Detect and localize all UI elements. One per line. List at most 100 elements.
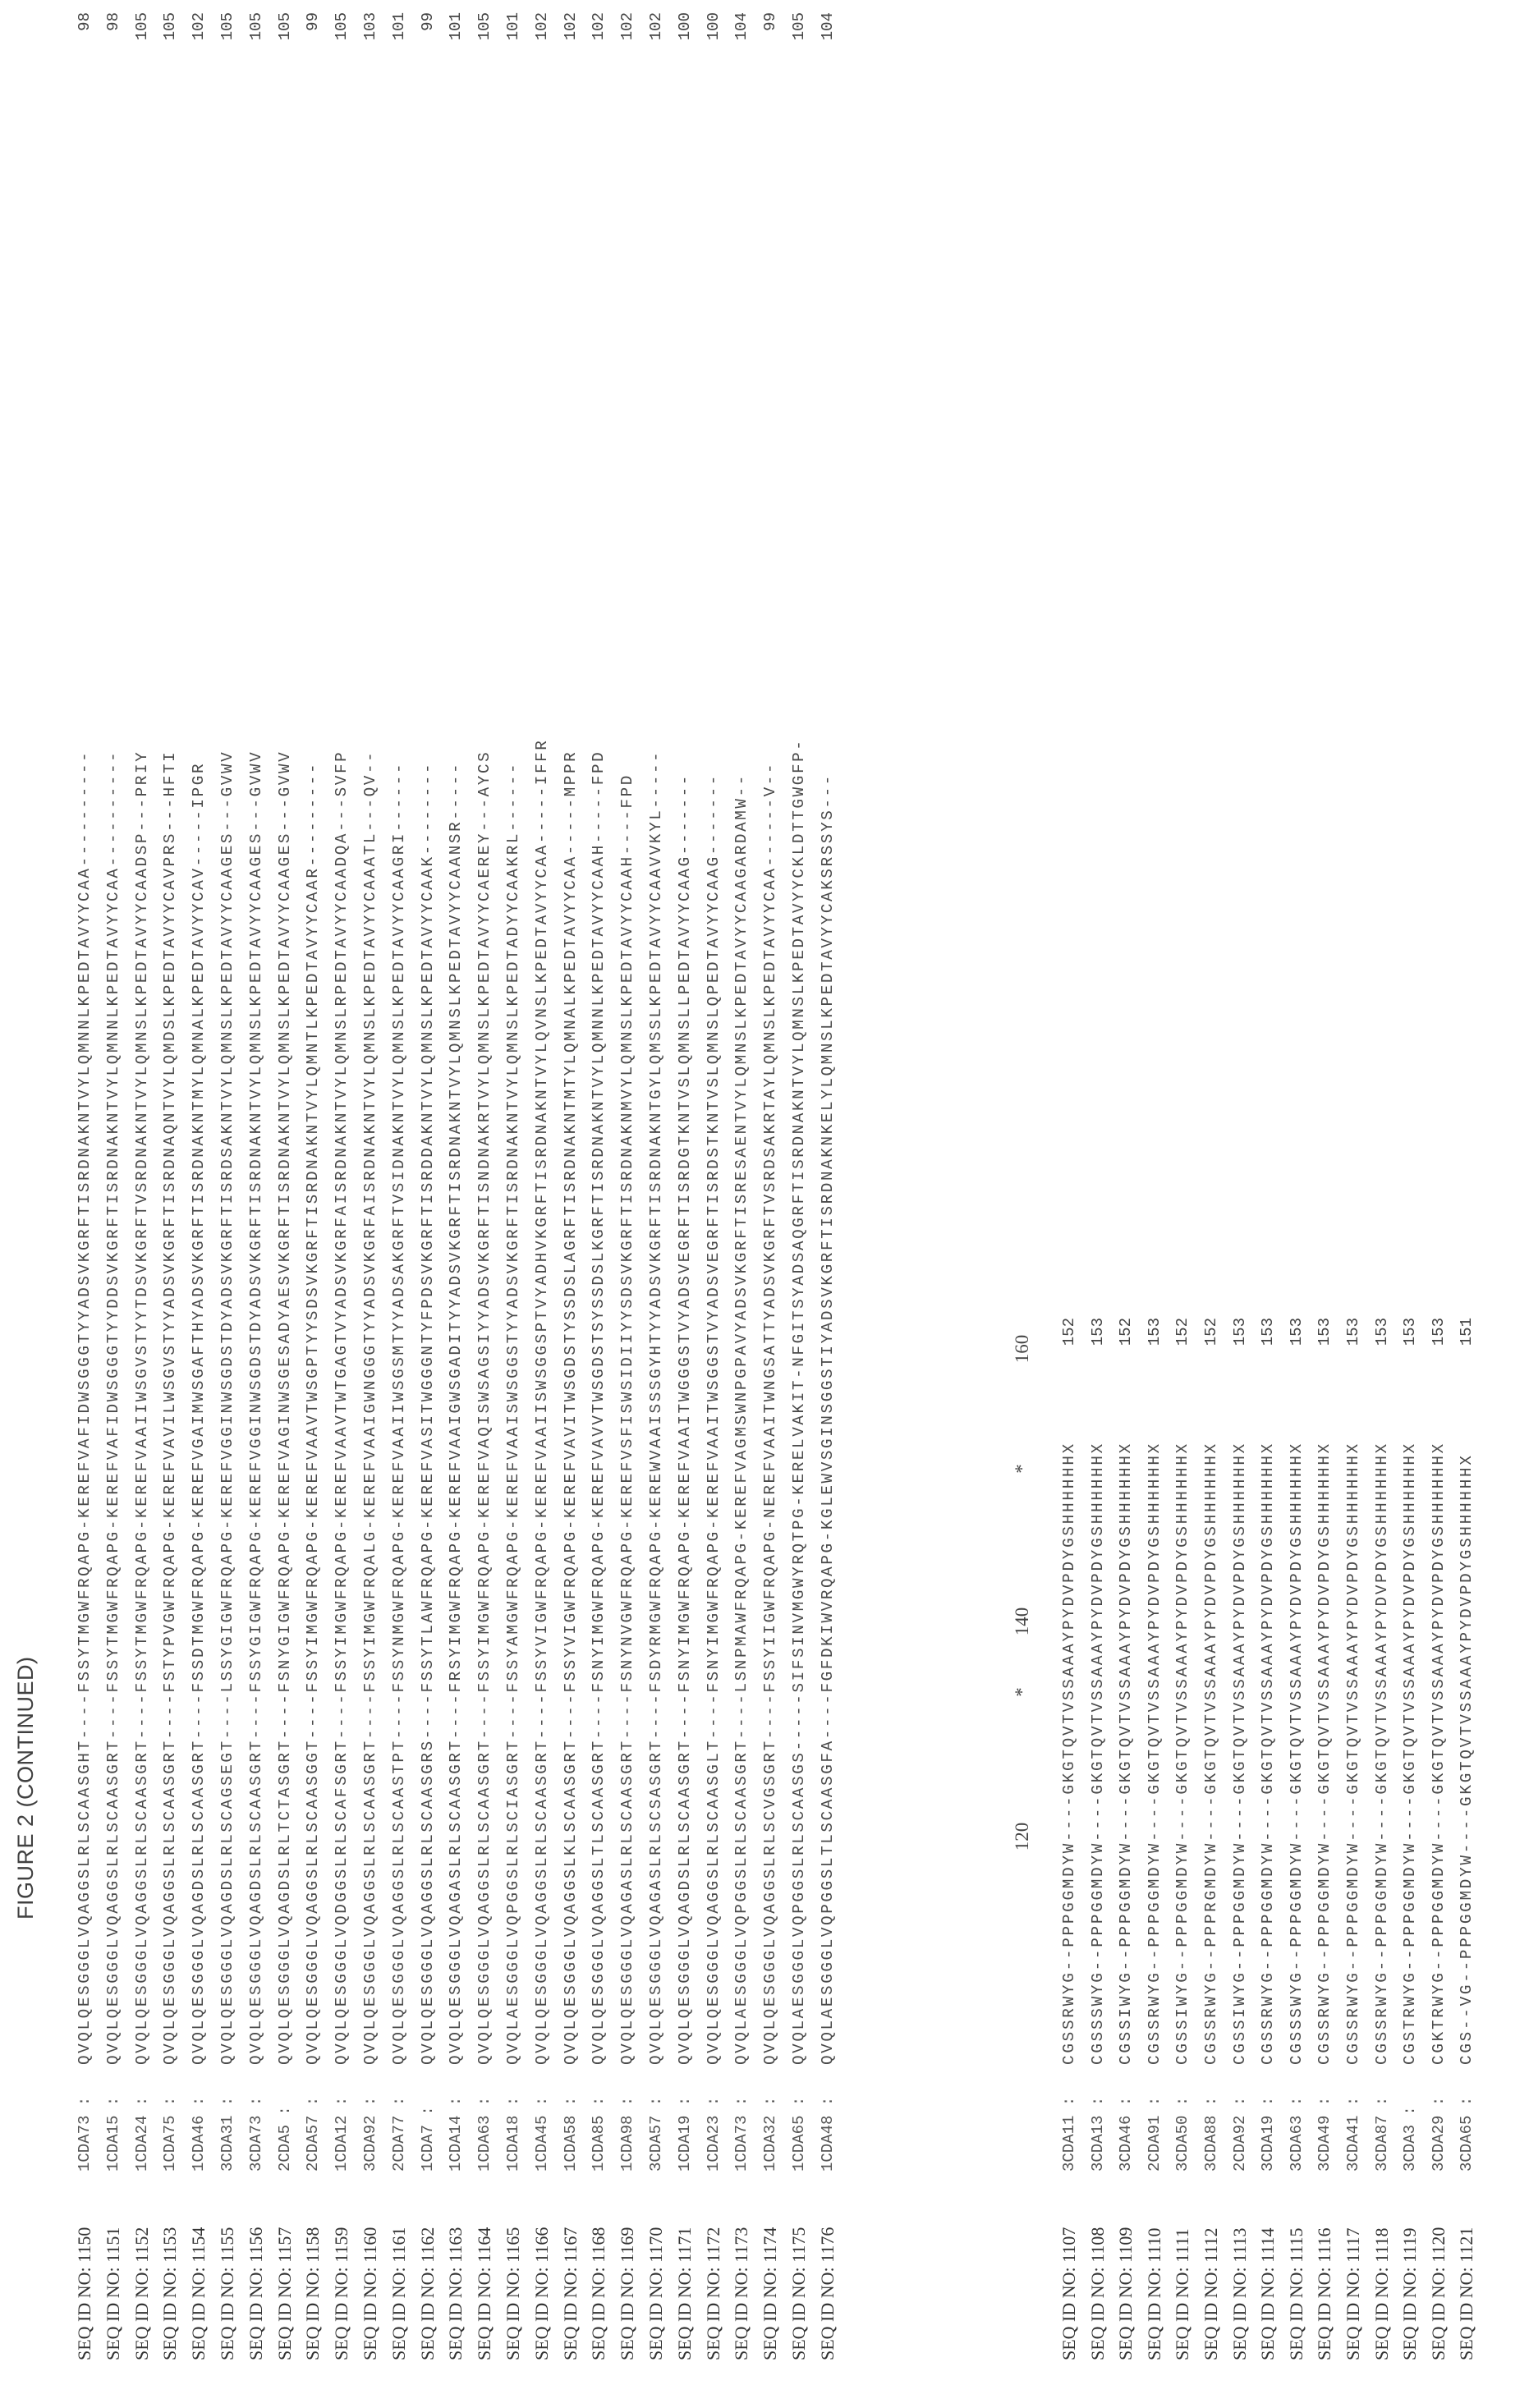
sequence-length: 100 <box>704 12 723 41</box>
seq-id-label: SEQ ID NO: 1168 <box>588 2227 609 2360</box>
clone-name: 3CDA92 : <box>360 2096 379 2172</box>
sequence-length: 100 <box>675 12 694 41</box>
seq-id-label: SEQ ID NO: 1116 <box>1314 2227 1335 2360</box>
seq-id-label: SEQ ID NO: 1176 <box>816 2227 838 2360</box>
seq-id-label: SEQ ID NO: 1107 <box>1058 2227 1079 2360</box>
seq-id-label: SEQ ID NO: 1115 <box>1285 2227 1306 2360</box>
clone-name: 1CDA73 : <box>732 2096 751 2172</box>
seq-id-label: SEQ ID NO: 1167 <box>559 2227 581 2360</box>
clone-name: 1CDA14 : <box>447 2096 466 2172</box>
sequence-text: CGSSIWYG--PPPGGMDYW----GKGTQVTVSSAAAYPYD… <box>1173 1442 1192 2065</box>
sequence-length: 152 <box>1201 1318 1220 1346</box>
clone-name: 3CDA50 : <box>1173 2096 1192 2172</box>
sequence-text: CGSSRWYG--PPPGGMDYW----GKGTQVTVSSAAAYPYD… <box>1372 1442 1391 2065</box>
clone-name: 1CDA73 : <box>76 2096 94 2172</box>
clone-name: 1CDA7 : <box>418 2106 437 2172</box>
sequence-length: 153 <box>1343 1318 1362 1346</box>
sequence-text: QVQLQESGGGLVQAGDSLRLSCAASGRT----FSSDTMGW… <box>190 761 209 2065</box>
clone-name: 1CDA19 : <box>675 2096 694 2172</box>
sequence-text: QVQLQESGGGLVQAGGSLRLSCAASGLT----FSNYIMGW… <box>704 773 723 2065</box>
sequence-length: 105 <box>218 12 236 41</box>
seq-id-label: SEQ ID NO: 1165 <box>502 2227 523 2360</box>
sequence-text: QVQLQESGGGLVQAGASLRLSCAASGRT----FRSYIMGW… <box>447 761 466 2065</box>
seq-id-label: SEQ ID NO: 1163 <box>445 2227 466 2360</box>
clone-name: 1CDA24 : <box>132 2096 151 2172</box>
sequence-text: CGSSRWYG--PPPRGMDYW----GKGTQVTVSSAAAYPYD… <box>1201 1442 1220 2065</box>
sequence-length: 99 <box>761 12 780 31</box>
seq-id-label: SEQ ID NO: 1108 <box>1086 2227 1108 2360</box>
clone-name: 1CDA45 : <box>532 2096 551 2172</box>
clone-name: 2CDA91 : <box>1145 2096 1164 2172</box>
sequence-length: 102 <box>618 12 637 41</box>
sequence-length: 151 <box>1458 1318 1476 1346</box>
sequence-length: 153 <box>1315 1318 1334 1346</box>
seq-id-label: SEQ ID NO: 1111 <box>1172 2228 1193 2360</box>
seq-id-label: SEQ ID NO: 1150 <box>74 2227 94 2360</box>
seq-id-label: SEQ ID NO: 1112 <box>1200 2227 1221 2360</box>
seq-id-label: SEQ ID NO: 1117 <box>1342 2227 1363 2360</box>
sequence-text: QVQLQESGGGLVQAGDSLRLSCAASGRT----FSSYGIGW… <box>246 750 265 2065</box>
sequence-length: 102 <box>190 12 209 41</box>
sequence-length: 153 <box>1145 1318 1164 1346</box>
clone-name: 3CDA73 : <box>246 2096 265 2172</box>
sequence-length: 98 <box>76 12 94 31</box>
figure-title: FIGURE 2 (CONTINUED) <box>13 1656 38 1920</box>
sequence-length: 105 <box>161 12 180 41</box>
sequence-length: 153 <box>1088 1318 1107 1346</box>
seq-id-label: SEQ ID NO: 1158 <box>302 2227 324 2360</box>
sequence-length: 102 <box>646 12 665 41</box>
clone-name: 3CDA57 : <box>646 2096 665 2172</box>
sequence-length: 103 <box>360 12 379 41</box>
sequence-text: CGSSRWYG--PPPGGMDYW----GKGTQVTVSSAAAYPYD… <box>1259 1442 1278 2065</box>
seq-id-label: SEQ ID NO: 1119 <box>1399 2227 1421 2360</box>
clone-name: 1CDA48 : <box>818 2096 837 2172</box>
sequence-length: 105 <box>333 12 351 41</box>
ruler-label: 120 <box>1012 1822 1032 1851</box>
sequence-text: QVQLQESGGGLVQAGGSLRLSCAASGRT----FSTYPVGW… <box>161 750 180 2065</box>
sequence-text: QVQLQESGGGLVQAGGSLRLSCAASGRS----FSSYTLAW… <box>418 761 437 2065</box>
sequence-text: QVQLQESGGGLVQAGGSLRLSCAASGGT----FSSYIMGW… <box>304 761 323 2065</box>
sequence-text: QVQLQESGGGLVQAGGSLRLSCAASTPT----FSSYNMGW… <box>389 761 408 2065</box>
clone-name: 3CDA13 : <box>1088 2096 1107 2172</box>
sequence-length: 153 <box>1287 1318 1306 1346</box>
ruler-label: 140 <box>1012 1607 1032 1636</box>
seq-id-label: SEQ ID NO: 1120 <box>1427 2227 1449 2360</box>
clone-name: 3CDA3 : <box>1401 2106 1420 2172</box>
sequence-length: 105 <box>132 12 151 41</box>
clone-name: 3CDA41 : <box>1343 2096 1362 2172</box>
sequence-length: 98 <box>103 12 122 31</box>
sequence-length: 101 <box>389 12 408 41</box>
sequence-text: QVQLQESGGGLVQAGDSLRLSCAGSEGT----LSSYGIGW… <box>218 750 236 2065</box>
seq-id-label: SEQ ID NO: 1170 <box>645 2227 666 2360</box>
seq-id-label: SEQ ID NO: 1114 <box>1257 2227 1279 2360</box>
sequence-length: 102 <box>590 12 608 41</box>
seq-id-label: SEQ ID NO: 1152 <box>131 2227 152 2360</box>
clone-name: 3CDA46 : <box>1117 2096 1136 2172</box>
sequence-length: 99 <box>418 12 437 31</box>
seq-id-label: SEQ ID NO: 1171 <box>673 2227 695 2360</box>
clone-name: 3CDA29 : <box>1429 2096 1448 2172</box>
seq-id-label: SEQ ID NO: 1155 <box>216 2227 237 2360</box>
clone-name: 3CDA11 : <box>1060 2096 1078 2172</box>
seq-id-label: SEQ ID NO: 1160 <box>359 2227 380 2360</box>
sequence-text: QVQLAESGGGLVQPGGSLRLSCIASGRT----FSSYAMGW… <box>503 761 522 2065</box>
sequence-length: 153 <box>1429 1318 1448 1346</box>
clone-name: 1CDA98 : <box>618 2096 637 2172</box>
clone-name: 2CDA77 : <box>389 2096 408 2172</box>
sequence-text: QVQLQESGGGLVQAGGSLRLSCAASGRT----FSSYVIGW… <box>532 738 551 2065</box>
clone-name: 3CDA63 : <box>1287 2096 1306 2172</box>
clone-name: 1CDA32 : <box>761 2096 780 2172</box>
sequence-length: 152 <box>1173 1318 1192 1346</box>
sequence-length: 104 <box>818 12 837 41</box>
seq-id-label: SEQ ID NO: 1172 <box>702 2227 723 2360</box>
clone-name: 3CDA19 : <box>1259 2096 1278 2172</box>
clone-name: 1CDA63 : <box>475 2096 494 2172</box>
clone-name: 1CDA12 : <box>333 2096 351 2172</box>
clone-name: 3CDA88 : <box>1201 2096 1220 2172</box>
sequence-text: CGSTRWYG--PPPGGMDYW----GKGTQVTVSSAAAYPYD… <box>1401 1442 1420 2065</box>
sequence-text: QVQLQESGGGLVQAGGSLRLSCVGSGRT----FSSYIIGW… <box>761 761 780 2065</box>
sequence-text: QVQLAESGGGLVQPGGSLRLSCAASGS-----SIFSINVM… <box>789 738 808 2065</box>
sequence-text: QVQLQESGGGLVQAGDSLRLTCTASGRT----FSNYGIGW… <box>275 750 294 2065</box>
sequence-text: QVQLQESGGGLVQAGASLRLSCAASGRT----FSNYNVGW… <box>618 773 637 2065</box>
